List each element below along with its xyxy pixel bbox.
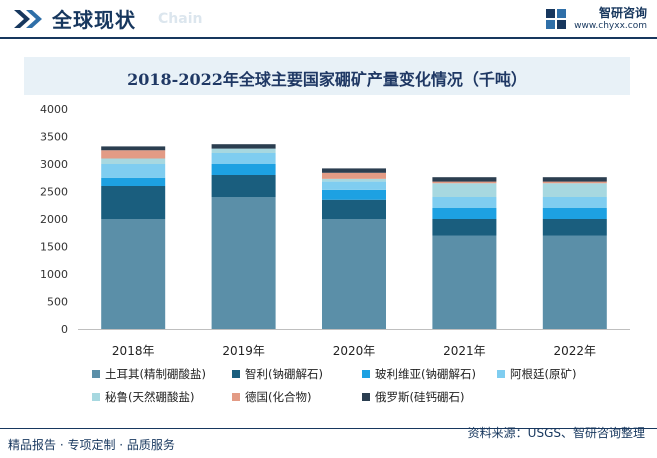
x-axis: 2018年 2019年 2020年 2021年 2022年	[78, 329, 630, 358]
bar-segment	[542, 208, 607, 219]
legend-swatch	[362, 370, 370, 378]
bar-segment	[542, 183, 607, 197]
chart-title-band: 2018-2022年全球主要国家硼矿产量变化情况（千吨）	[24, 57, 630, 95]
section-subtitle-en: Chain	[158, 11, 203, 27]
bar-segment	[322, 181, 386, 190]
footer-slogan: 精品报告 · 专项定制 · 品质服务	[8, 438, 175, 452]
bar-segment	[211, 197, 276, 329]
bar-segment	[101, 146, 166, 151]
y-tick-label: 1000	[40, 268, 68, 281]
section-title: 全球现状	[52, 8, 136, 32]
bar-segment	[322, 168, 386, 173]
brand-block: 智研咨询 www.chyxx.com	[546, 6, 647, 32]
bar-segment	[432, 235, 497, 329]
x-tick-label: 2021年	[443, 344, 486, 358]
bar-segment	[101, 219, 166, 329]
y-tick-label: 1500	[40, 241, 68, 254]
legend-label: 玻利维亚(钠硼解石)	[375, 367, 476, 381]
y-tick-label: 4000	[40, 103, 68, 116]
bar-segment	[211, 153, 276, 164]
legend-label: 智利(钠硼解石)	[245, 367, 323, 381]
legend-label: 德国(化合物)	[245, 390, 311, 404]
brand-url: www.chyxx.com	[574, 21, 647, 31]
y-tick-label: 3000	[40, 158, 68, 171]
bar-segment	[542, 235, 607, 329]
y-tick-label: 2000	[40, 213, 68, 226]
y-tick-label: 2500	[40, 186, 68, 199]
bar-segment	[101, 177, 166, 186]
x-tick-label: 2022年	[554, 344, 597, 358]
bar-segment	[432, 183, 497, 197]
bar-segment	[211, 175, 276, 197]
bar-segment	[101, 150, 166, 159]
legend-swatch	[92, 393, 100, 401]
x-tick-label: 2020年	[333, 344, 376, 358]
legend-swatch	[497, 370, 505, 378]
legend-label: 土耳其(精制硼酸盐)	[105, 367, 206, 381]
brand-name: 智研咨询	[598, 6, 647, 20]
legend-swatch	[362, 393, 370, 401]
bar-segment	[101, 186, 166, 219]
legend-label: 俄罗斯(硅钙硼石)	[375, 390, 464, 404]
bar-segment	[322, 189, 386, 200]
bar-segment	[211, 164, 276, 175]
bar-segment	[432, 181, 497, 184]
legend-label: 阿根廷(原矿)	[510, 367, 576, 381]
bar-segment	[211, 144, 276, 149]
bar-segment	[432, 219, 497, 236]
bar-segment	[101, 164, 166, 178]
source-note: 资料来源：USGS、智研咨询整理	[467, 426, 645, 440]
y-tick-label: 0	[61, 323, 68, 336]
bar-segment	[542, 197, 607, 208]
bar-segment	[211, 148, 276, 153]
bar-segment	[322, 172, 386, 179]
bar-segment	[322, 199, 386, 219]
legend-swatch	[232, 370, 240, 378]
chart-title: 2018-2022年全球主要国家硼矿产量变化情况（千吨）	[127, 70, 527, 89]
brand-logo-icon	[546, 9, 567, 29]
legend-label: 秘鲁(天然硼酸盐)	[105, 390, 194, 404]
footer-divider	[0, 428, 657, 429]
bar-segment	[322, 219, 386, 329]
y-axis: 0 500 1000 1500 2000 2500 3000 3500 4000	[40, 103, 68, 336]
bar-segment	[432, 177, 497, 182]
legend-swatch	[232, 393, 240, 401]
y-tick-label: 500	[47, 296, 68, 309]
bar-segment	[542, 219, 607, 236]
bar-series	[101, 144, 607, 329]
header-divider	[0, 37, 657, 39]
double-chevron-icon	[14, 10, 42, 28]
chart-legend: 土耳其(精制硼酸盐) 智利(钠硼解石) 玻利维亚(钠硼解石) 阿根廷(原矿) 秘鲁(天然…	[92, 367, 576, 404]
bar-segment	[542, 177, 607, 182]
page-header: 全球现状 Chain 智研咨询 www.chyxx.com	[0, 0, 657, 39]
legend-swatch	[92, 370, 100, 378]
x-tick-label: 2019年	[222, 344, 265, 358]
bar-segment	[101, 158, 166, 164]
bar-segment	[432, 197, 497, 208]
y-tick-label: 3500	[40, 131, 68, 144]
bar-segment	[322, 178, 386, 182]
bar-segment	[432, 208, 497, 219]
bar-segment	[542, 181, 607, 184]
x-tick-label: 2018年	[112, 344, 155, 358]
